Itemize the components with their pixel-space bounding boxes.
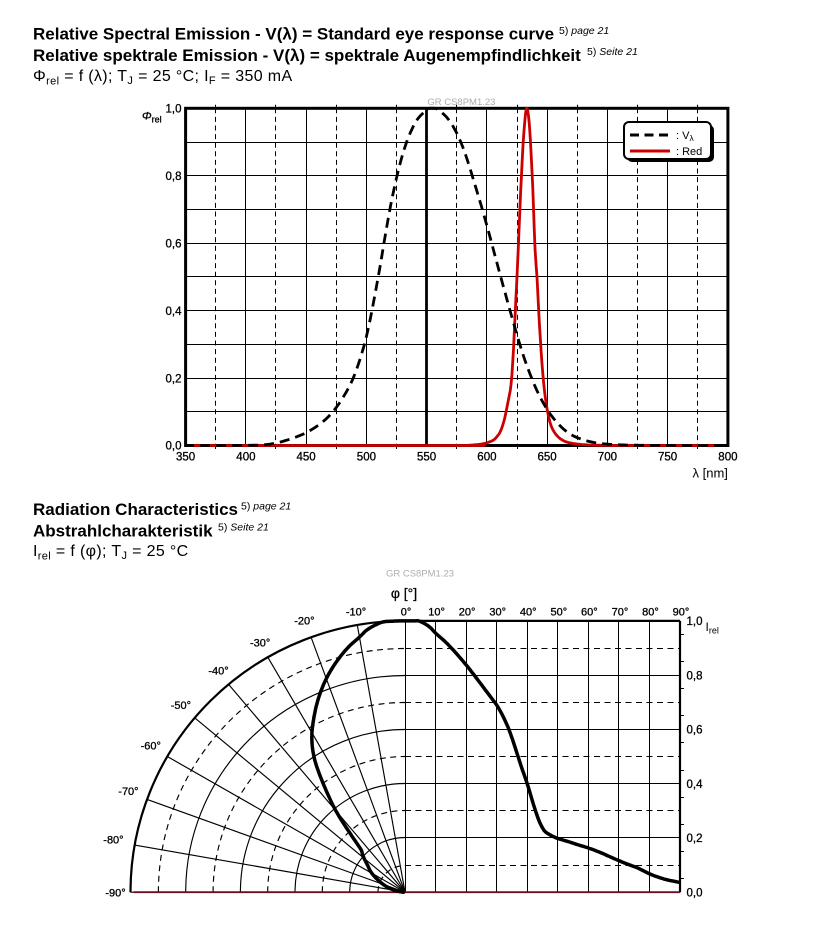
svg-text:0,8: 0,8: [166, 171, 182, 183]
svg-text:800: 800: [718, 451, 737, 463]
svg-text:0,4: 0,4: [166, 306, 183, 318]
svg-text:: Red: : Red: [676, 146, 702, 158]
svg-text:0,2: 0,2: [687, 833, 703, 845]
svg-text:700: 700: [598, 451, 617, 463]
svg-text:60°: 60°: [581, 606, 598, 618]
svg-text:500: 500: [357, 451, 376, 463]
svg-text:400: 400: [236, 451, 255, 463]
svg-text:1,0: 1,0: [687, 616, 703, 628]
svg-text:20°: 20°: [459, 606, 476, 618]
svg-text:750: 750: [658, 451, 677, 463]
svg-text:Abstrahlcharakteristik: Abstrahlcharakteristik: [33, 521, 213, 540]
svg-text:GR CS8PM1.23: GR CS8PM1.23: [386, 569, 454, 580]
svg-text:Relative spektrale Emission -: Relative spektrale Emission - V(λ) = spe…: [33, 46, 581, 65]
svg-text:350: 350: [176, 451, 195, 463]
svg-text:450: 450: [297, 451, 316, 463]
svg-text:GR CS8PM1.23: GR CS8PM1.23: [427, 97, 495, 108]
svg-text:90°: 90°: [673, 606, 690, 618]
svg-text:-60°: -60°: [141, 740, 161, 752]
svg-text:30°: 30°: [489, 606, 506, 618]
svg-text:0,0: 0,0: [166, 441, 182, 453]
svg-text:50°: 50°: [550, 606, 567, 618]
svg-text:0,6: 0,6: [687, 725, 703, 737]
svg-text:: Vλ: : Vλ: [676, 130, 694, 143]
svg-text:-20°: -20°: [294, 615, 314, 627]
svg-text:5) Seite 21: 5) Seite 21: [587, 46, 638, 58]
svg-text:0,0: 0,0: [687, 887, 703, 899]
svg-text:0,4: 0,4: [687, 779, 704, 791]
svg-text:Irel = f (φ); TJ = 25 °C: Irel = f (φ); TJ = 25 °C: [33, 543, 189, 563]
svg-text:-90°: -90°: [105, 888, 125, 900]
svg-text:70°: 70°: [612, 606, 629, 618]
svg-text:550: 550: [417, 451, 436, 463]
svg-text:-10°: -10°: [346, 606, 366, 618]
svg-text:80°: 80°: [642, 606, 659, 618]
svg-text:Relative Spectral Emission - V: Relative Spectral Emission - V(λ) = Stan…: [33, 25, 554, 44]
svg-text:-70°: -70°: [118, 786, 138, 798]
svg-text:40°: 40°: [520, 606, 537, 618]
svg-text:5) page 21: 5) page 21: [241, 501, 291, 513]
svg-text:5) page 21: 5) page 21: [559, 25, 609, 37]
svg-text:-80°: -80°: [103, 835, 123, 847]
svg-text:λ [nm]: λ [nm]: [692, 466, 727, 481]
svg-text:5) Seite 21: 5) Seite 21: [218, 522, 269, 534]
svg-text:-30°: -30°: [250, 638, 270, 650]
svg-text:Φrel = f (λ); TJ = 25 °C; IF =: Φrel = f (λ); TJ = 25 °C; IF = 350 mA: [33, 68, 293, 88]
svg-text:600: 600: [477, 451, 496, 463]
svg-text:650: 650: [538, 451, 557, 463]
svg-text:0,8: 0,8: [687, 670, 703, 682]
svg-text:Φrel: Φrel: [142, 111, 162, 125]
svg-text:0°: 0°: [401, 606, 412, 618]
svg-text:0,2: 0,2: [166, 373, 182, 385]
svg-text:φ [°]: φ [°]: [391, 585, 417, 601]
svg-text:-50°: -50°: [171, 700, 191, 712]
svg-text:0,6: 0,6: [166, 238, 182, 250]
svg-text:-40°: -40°: [208, 666, 228, 678]
svg-text:Radiation Characteristics: Radiation Characteristics: [33, 500, 238, 519]
svg-text:10°: 10°: [428, 606, 445, 618]
svg-text:1,0: 1,0: [166, 104, 182, 116]
